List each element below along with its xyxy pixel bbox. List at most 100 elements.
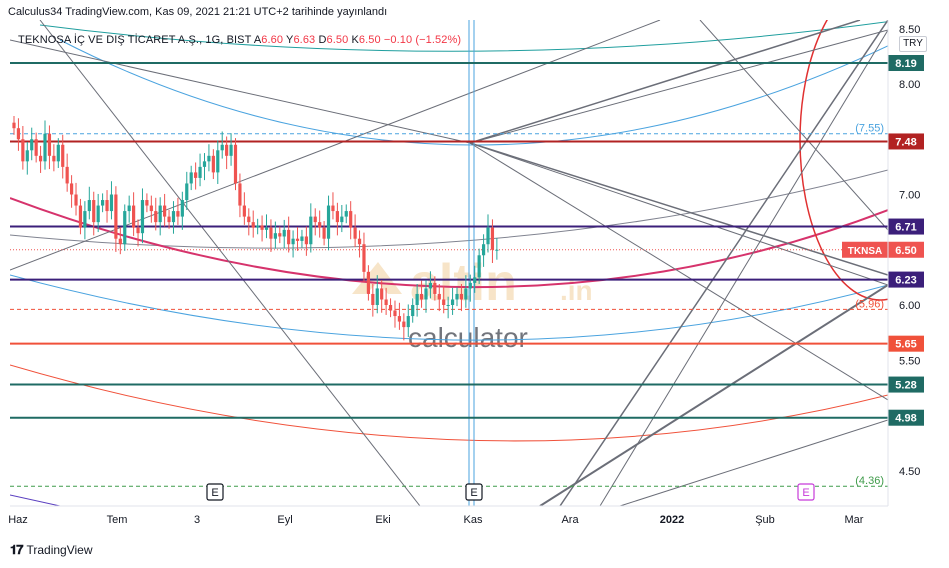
candle: [287, 216, 291, 253]
dashed-level-label: (4.36): [855, 475, 884, 487]
candle: [375, 275, 379, 314]
candle: [459, 284, 464, 312]
y-tick-label: 7.00: [899, 190, 920, 202]
candle: [442, 286, 446, 314]
high-value: 6.63: [293, 34, 316, 46]
level-box-bg: [888, 55, 924, 72]
gray-diag-13: [619, 419, 888, 506]
candle: [229, 133, 233, 166]
currency-button[interactable]: TRY: [899, 36, 927, 52]
high-label: Y: [286, 34, 294, 46]
time-axis: Haz Tem 3 Eyl Eki Kas Ara 2022 Şub Mar: [8, 514, 864, 526]
candle: [371, 284, 375, 317]
candle: [318, 210, 322, 238]
candle: [233, 138, 238, 191]
candle: [273, 221, 277, 249]
level-box-bg: [888, 335, 924, 352]
event-marker-icon: E: [465, 483, 483, 501]
price-axis: 8.19 7.48 6.71 6.23 5.65 5.28 4.98 TKNSA 6.50 4.5…: [842, 24, 924, 478]
gray-diag-10: [539, 284, 888, 506]
gray-arc: [10, 169, 888, 249]
candle: [65, 153, 69, 192]
candle: [118, 227, 122, 255]
candle: [127, 195, 131, 223]
candle: [415, 284, 419, 317]
x-tick-label: Şub: [755, 514, 775, 526]
candle: [167, 209, 171, 229]
gray-diag-7: [469, 20, 861, 144]
gray-diag-4: [469, 142, 888, 276]
candle: [202, 153, 207, 181]
x-tick-label: Haz: [8, 514, 28, 526]
candle: [433, 276, 437, 301]
candle: [331, 192, 335, 220]
red-arc-lower: [10, 364, 888, 442]
dashed-level-label: (5.96): [855, 298, 884, 310]
close-value: 6.50: [358, 34, 381, 46]
gray-diag-11: [559, 20, 888, 506]
candle: [87, 186, 91, 220]
candle: [105, 190, 109, 223]
candle: [149, 195, 153, 223]
candle: [171, 201, 176, 234]
candle: [185, 171, 189, 210]
x-tick-label: Eki: [375, 514, 390, 526]
candle: [251, 210, 255, 238]
candle: [260, 215, 264, 242]
candle: [83, 201, 87, 240]
candle: [411, 298, 415, 323]
y-tick-label: 5.50: [899, 355, 920, 367]
y-tick-label: 8.00: [899, 79, 920, 91]
footer-brand: TradingView: [26, 543, 93, 557]
low-label: D: [318, 34, 327, 46]
candle: [256, 218, 260, 235]
level-box-bg: [888, 133, 924, 150]
candle: [291, 230, 295, 258]
event-marker-icon: E: [797, 483, 815, 501]
blue-arc-upper: [59, 39, 888, 146]
ticker-tag-bg: [842, 241, 888, 258]
candle: [163, 193, 167, 227]
candle: [450, 287, 455, 315]
candle: [43, 120, 47, 170]
candle: [189, 165, 193, 191]
footer: 𝟏𝟕 TradingView: [10, 542, 93, 558]
candle: [176, 197, 180, 225]
gray-diag-3: [10, 20, 661, 271]
level-price-box-6.71: 6.71: [888, 218, 924, 235]
candle: [101, 193, 105, 213]
x-tick-label: Eyl: [277, 514, 292, 526]
candle: [397, 302, 402, 330]
candle: [92, 191, 96, 236]
candle: [158, 197, 162, 236]
candle: [419, 280, 424, 308]
blue-arc-lower: [10, 274, 888, 341]
publisher-header: Calculus34 TradingView.com, Kas 09, 2021…: [8, 6, 387, 18]
candle: [52, 144, 56, 172]
level-box-label: 4.98: [895, 413, 916, 425]
candle: [180, 191, 184, 230]
level-box-bg: [888, 376, 924, 393]
candle: [380, 280, 384, 313]
gray-diag-12: [599, 29, 888, 506]
level-box-label: 7.48: [895, 136, 916, 148]
candle: [238, 173, 242, 218]
level-box-label: 6.23: [895, 275, 916, 287]
candle: [393, 300, 397, 328]
publisher-line: Calculus34 TradingView.com, Kas 09, 2021…: [8, 6, 388, 18]
candle: [56, 138, 60, 168]
watermark-brand: altin: [410, 254, 517, 312]
level-box-label: 6.71: [895, 222, 916, 234]
candle: [74, 182, 78, 216]
candle: [145, 193, 149, 213]
x-tick-label: 2022: [660, 514, 684, 526]
level-box-label: 5.65: [895, 339, 916, 351]
candle: [123, 204, 127, 251]
svg-text:E: E: [470, 487, 477, 499]
level-box-bg: [888, 218, 924, 235]
candle: [295, 227, 300, 251]
last-price-label: 6.50: [895, 245, 916, 257]
candle: [38, 145, 43, 173]
watermark-sub: calculator: [408, 322, 528, 353]
